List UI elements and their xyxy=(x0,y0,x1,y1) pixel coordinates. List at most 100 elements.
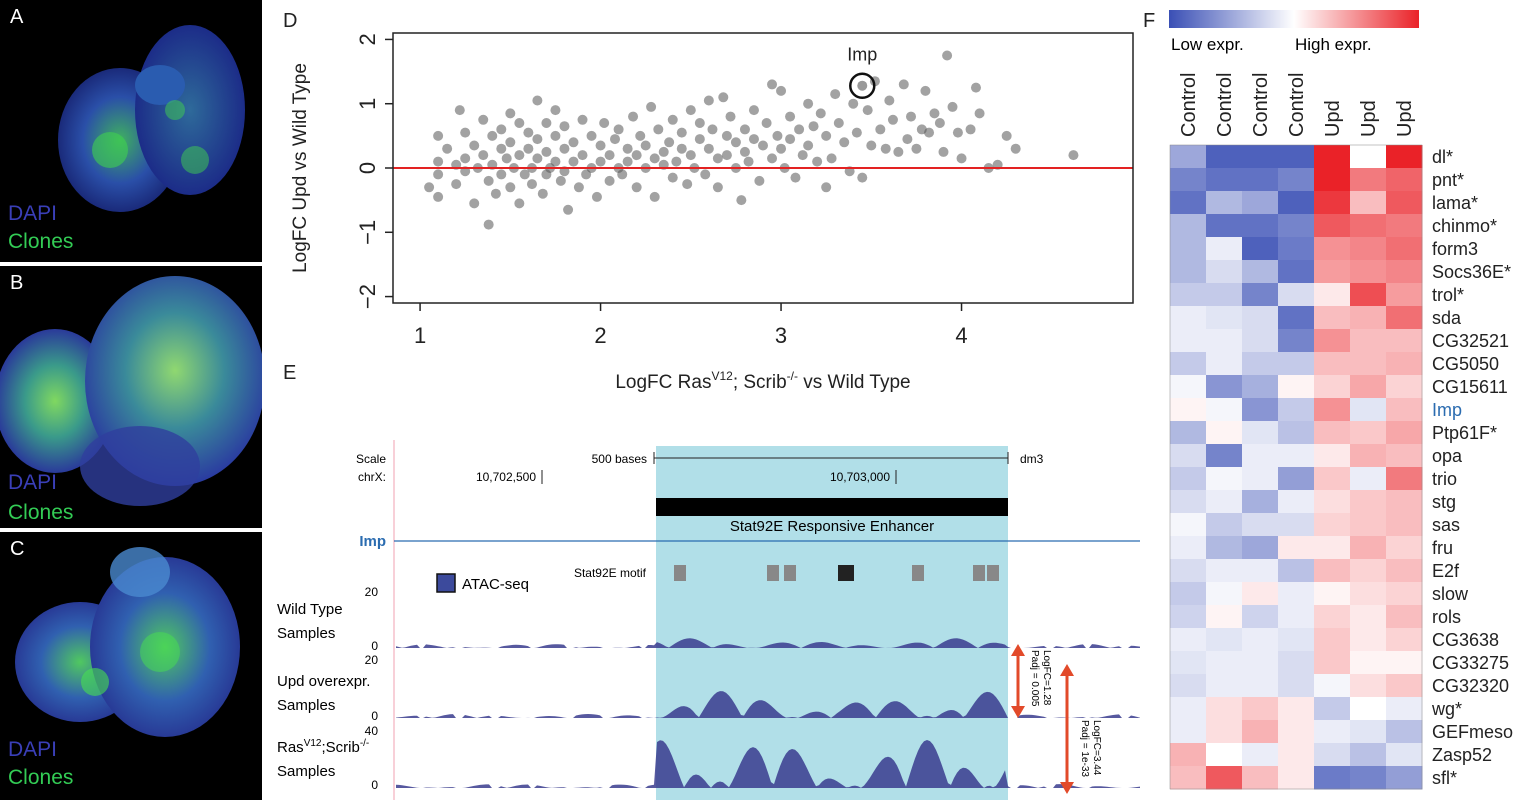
track-3-title: RasV12;Scrib-/- xyxy=(277,738,369,756)
data-point-80 xyxy=(646,101,657,112)
data-point-146 xyxy=(866,140,877,151)
heatmap-cell-15-0 xyxy=(1170,490,1207,514)
heatmap-row-label-15: stg xyxy=(1432,492,1456,512)
data-point-113 xyxy=(743,156,754,167)
data-point-125 xyxy=(785,111,796,122)
heatmap-cell-11-5 xyxy=(1350,398,1387,422)
heatmap-row-label-27: sfl* xyxy=(1432,768,1457,788)
heatmap-cell-5-0 xyxy=(1170,260,1207,284)
heatmap-cell-12-0 xyxy=(1170,421,1207,445)
heatmap-row-label-20: rols xyxy=(1432,607,1461,627)
heatmap-cell-25-5 xyxy=(1350,720,1387,744)
heatmap-cell-24-1 xyxy=(1206,697,1243,721)
heatmap-cell-11-6 xyxy=(1386,398,1423,422)
highlight-ring xyxy=(849,72,876,99)
heatmap-cell-18-3 xyxy=(1278,559,1315,583)
y-tick-label-3: 1 xyxy=(355,98,380,110)
heatmap-cell-23-1 xyxy=(1206,674,1243,698)
heatmap-cell-9-4 xyxy=(1314,352,1351,376)
heatmap-cell-13-2 xyxy=(1242,444,1279,468)
micrograph-panel-c: C DAPI Clones xyxy=(0,532,262,800)
data-point-110 xyxy=(736,195,747,206)
heatmap-cell-7-4 xyxy=(1314,306,1351,330)
heatmap-row-label-16: sas xyxy=(1432,515,1460,535)
data-point-126 xyxy=(785,134,796,145)
heatmap-cell-0-2 xyxy=(1242,145,1279,169)
heatmap-cell-15-1 xyxy=(1206,490,1243,514)
data-point-172 xyxy=(1001,130,1012,141)
data-point-123 xyxy=(776,143,787,154)
heatmap-column-5: Upd xyxy=(1358,100,1380,137)
data-point-114 xyxy=(748,105,759,116)
data-point-13 xyxy=(469,198,480,209)
heatmap-column-labels: Control Control Control Control Upd Upd Upd xyxy=(1178,73,1416,137)
heatmap-cell-25-0 xyxy=(1170,720,1207,744)
data-point-100 xyxy=(703,143,714,154)
heatmap-cell-22-6 xyxy=(1386,651,1423,675)
heatmap-cell-17-5 xyxy=(1350,536,1387,560)
heatmap-cell-6-4 xyxy=(1314,283,1351,307)
heatmap-cell-13-1 xyxy=(1206,444,1243,468)
annotation-arrow-2 xyxy=(1060,664,1074,794)
motif-mark-4 xyxy=(842,565,854,581)
motif-mark-7 xyxy=(987,565,999,581)
heatmap-cell-4-2 xyxy=(1242,237,1279,261)
data-point-60 xyxy=(586,130,597,141)
x-label-part-3: vs Wild Type xyxy=(798,372,911,393)
data-point-83 xyxy=(653,124,664,135)
micrograph-b-image xyxy=(0,276,262,506)
data-point-104 xyxy=(718,92,729,103)
track-2-subtitle: Samples xyxy=(277,697,335,714)
track-1-subtitle: Samples xyxy=(277,625,335,642)
heatmap-cell-2-6 xyxy=(1386,191,1423,215)
data-point-42 xyxy=(541,118,552,128)
heatmap-cell-18-6 xyxy=(1386,559,1423,583)
heatmap-row-label-8: CG32521 xyxy=(1432,331,1509,351)
data-point-89 xyxy=(671,156,682,167)
data-point-68 xyxy=(610,134,620,145)
heatmap-cell-12-4 xyxy=(1314,421,1351,445)
heatmap-cell-2-2 xyxy=(1242,191,1279,215)
heatmap-cell-13-6 xyxy=(1386,444,1423,468)
heatmap-cell-20-4 xyxy=(1314,605,1351,629)
data-point-0 xyxy=(424,182,435,193)
heatmap-cell-27-1 xyxy=(1206,766,1243,790)
data-point-3 xyxy=(433,156,444,167)
data-point-166 xyxy=(956,153,967,164)
motif-mark-2 xyxy=(784,565,796,581)
data-point-122 xyxy=(776,85,787,96)
data-point-62 xyxy=(591,191,602,202)
heatmap-cell-26-6 xyxy=(1386,743,1423,767)
heatmap-cell-3-1 xyxy=(1206,214,1243,238)
track-3-zero: 0 xyxy=(371,778,378,792)
data-point-135 xyxy=(821,182,832,193)
heatmap-cell-7-5 xyxy=(1350,306,1387,330)
heatmap-cell-8-6 xyxy=(1386,329,1423,353)
data-point-107 xyxy=(725,111,736,122)
x-label-part-1: LogFC Ras xyxy=(615,372,711,393)
data-point-173 xyxy=(1010,143,1021,154)
gene-label: Imp xyxy=(359,533,386,550)
heatmap-cell-22-1 xyxy=(1206,651,1243,675)
heatmap-column-2: Control xyxy=(1250,73,1272,137)
heatmap-cell-16-5 xyxy=(1350,513,1387,537)
heatmap-cell-23-4 xyxy=(1314,674,1351,698)
data-point-139 xyxy=(833,118,844,128)
heatmap-cell-1-0 xyxy=(1170,168,1207,192)
heatmap-cell-27-4 xyxy=(1314,766,1351,790)
atac-tracks xyxy=(396,638,1140,788)
data-point-145 xyxy=(862,105,873,116)
heatmap-cell-15-6 xyxy=(1386,490,1423,514)
legend-low-label: Low expr. xyxy=(1171,35,1244,54)
heatmap-row-label-10: CG15611 xyxy=(1432,377,1508,397)
heatmap-cell-3-6 xyxy=(1386,214,1423,238)
heatmap-cell-11-3 xyxy=(1278,398,1315,422)
heatmap-cell-5-4 xyxy=(1314,260,1351,284)
data-point-88 xyxy=(667,172,678,183)
data-point-115 xyxy=(748,134,759,145)
heatmap-row-label-7: sda xyxy=(1432,308,1462,328)
data-point-18 xyxy=(483,219,494,230)
y-tick-label-1: −1 xyxy=(355,220,380,245)
heatmap-cell-21-0 xyxy=(1170,628,1207,652)
heatmap-cell-24-4 xyxy=(1314,697,1351,721)
